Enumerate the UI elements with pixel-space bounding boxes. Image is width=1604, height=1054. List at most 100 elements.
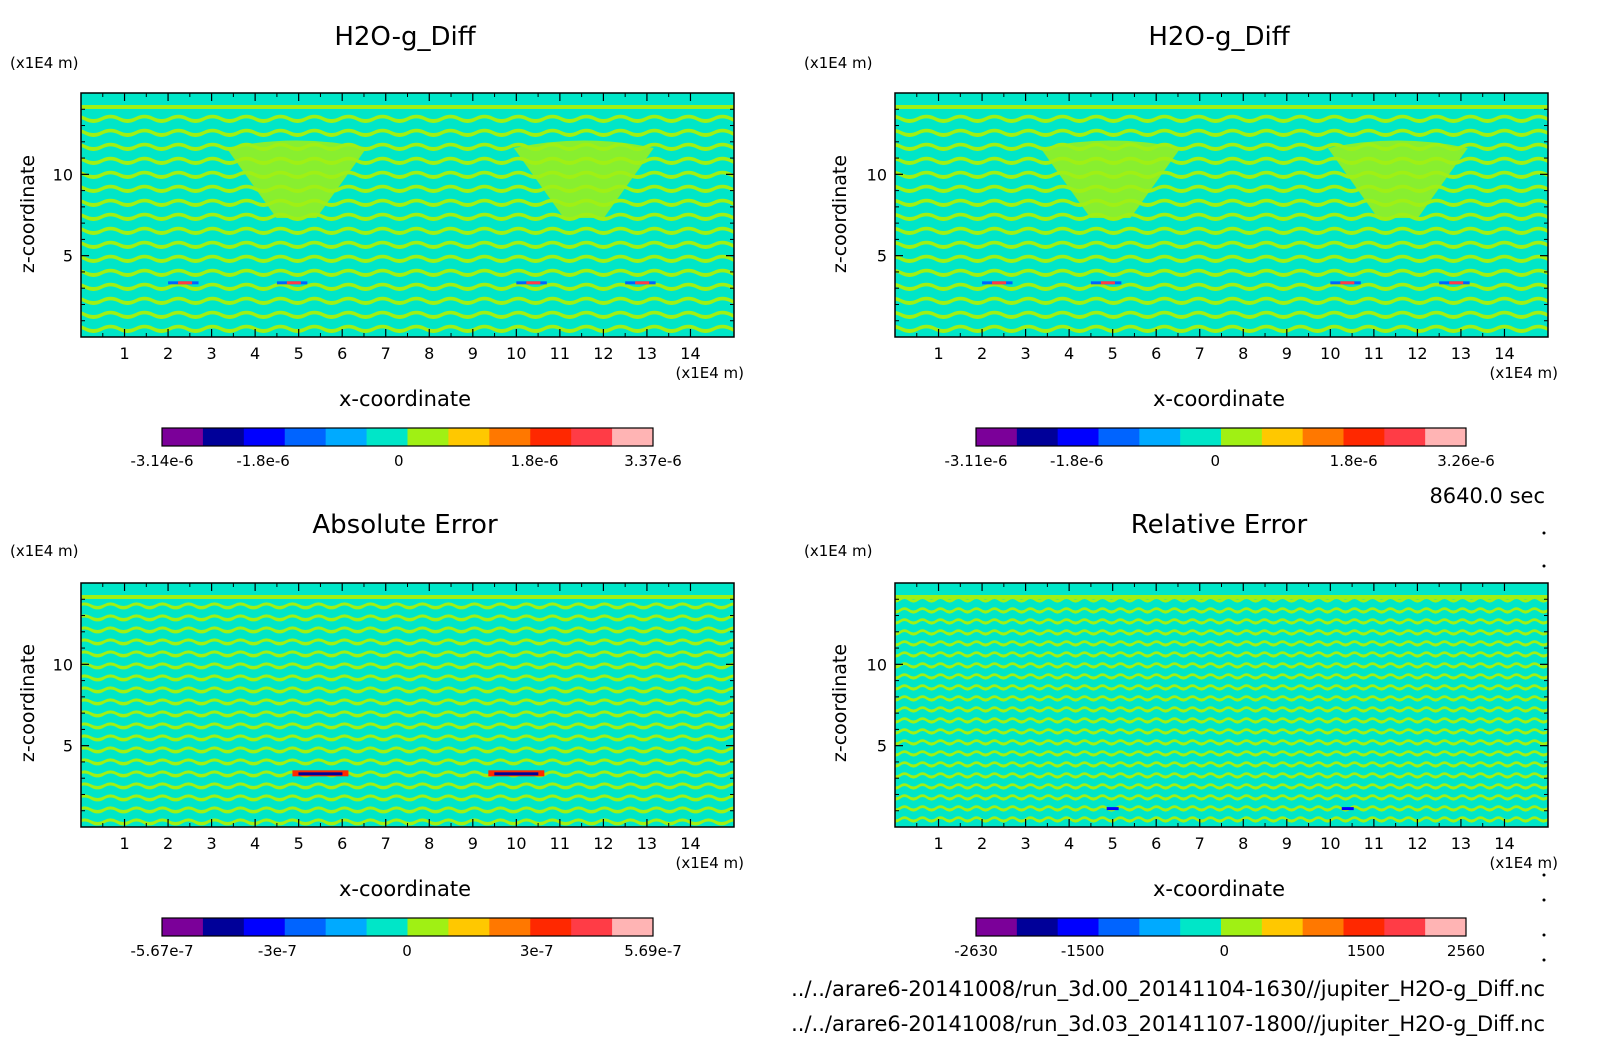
colorbar-swatch [571,918,613,936]
colorbar-swatch [1221,428,1263,446]
x-ticks: 1 2 3 4 5 6 7 8 9 10 11 12 13 14 [916,583,1515,853]
x-tick-label: 5 [1108,834,1118,853]
heatmap-field [81,93,734,337]
heatmap-extreme-streak [1100,281,1115,285]
colorbar-swatch [1221,918,1263,936]
x-tick-label: 12 [1407,344,1427,363]
heatmap-top-band [895,595,1548,599]
heatmap-top-band [81,105,734,109]
y-tick-label: 5 [63,247,73,266]
colorbar-swatch [448,918,490,936]
file-path-2: ../../arare6-20141008/run_3d.03_20141107… [791,1012,1545,1037]
colorbar-swatch [1098,918,1140,936]
colorbar-tick-label: 1500 [1347,942,1385,960]
colorbar-swatch [1057,918,1099,936]
y-tick-label: 5 [63,737,73,756]
x-unit-label: (x1E4 m) [1489,854,1558,872]
y-unit-label: (x1E4 m) [804,54,873,72]
x-tick-label: 13 [1451,834,1471,853]
x-tick-label: 9 [1282,834,1292,853]
colorbar-swatch [202,918,245,936]
heatmap-extreme-streak [286,281,301,285]
heatmap-plume [226,140,367,218]
x-tick-label: 10 [1320,834,1340,853]
colorbar-swatch [325,428,368,446]
colorbar [975,917,1467,937]
x-tick-label: 2 [977,834,987,853]
colorbar-tick-label: 3e-7 [520,942,554,960]
colorbar-tick-label: -3e-7 [258,942,297,960]
heatmap [894,92,1549,338]
x-tick-label: 6 [337,834,347,853]
heatmap [894,582,1549,828]
x-tick-label: 2 [163,834,173,853]
y-unit-label: (x1E4 m) [804,542,873,560]
colorbar-swatch [976,918,1018,936]
x-tick-label: 6 [1151,344,1161,363]
y-unit-label: (x1E4 m) [10,542,79,560]
x-tick-label: 5 [294,834,304,853]
edge-dot [1542,564,1546,568]
colorbar-frame [161,917,654,937]
x-tick-label: 3 [207,834,217,853]
heatmap-top-band [81,583,734,595]
file-path-1: ../../arare6-20141008/run_3d.00_20141104… [791,977,1545,1002]
heatmap-plume [1327,140,1468,218]
heatmap-top-band [895,583,1548,595]
colorbar-swatch [1139,428,1181,446]
heatmap-extreme-streak [178,281,193,285]
colorbar-swatch [366,428,408,446]
colorbar-frame [975,917,1467,937]
heatmap [80,92,735,338]
colorbar-tick-label: 0 [1210,452,1220,470]
heatmap-plume [513,140,654,218]
x-tick-label: 4 [250,834,260,853]
heatmap-field [81,583,734,827]
heatmap-top-band [81,595,734,599]
colorbar-tick-label: 0 [394,452,404,470]
colorbar-swatch [1016,918,1059,936]
edge-dot [1542,933,1546,937]
x-tick-label: 1 [933,344,943,363]
colorbar-labels: -3.11e-6 -1.8e-6 0 1.8e-6 3.26e-6 [945,452,1495,470]
heatmap-field [895,93,1548,337]
y-axis-label: z-coordinate [17,155,39,273]
colorbar-swatch [612,918,654,936]
colorbar-swatch [1180,918,1222,936]
x-tick-label: 14 [1494,834,1514,853]
colorbar-swatch [489,428,531,446]
colorbar-swatch [1261,918,1304,936]
heatmap-extreme-streak [1449,281,1464,285]
x-tick-label: 4 [1064,834,1074,853]
colorbar-tick-label: -1.8e-6 [236,452,289,470]
x-tick-label: 1 [119,834,129,853]
y-tick-label: 5 [877,247,887,266]
colorbar-swatch [1302,918,1344,936]
x-tick-label: 12 [593,834,613,853]
colorbar-swatch [571,428,613,446]
y-tick-label: 10 [867,655,887,674]
x-ticks: 1 2 3 4 5 6 7 8 9 10 11 12 13 14 [916,93,1515,363]
colorbar-swatch [1343,428,1385,446]
x-tick-label: 1 [119,344,129,363]
y-ticks: 5 10 [867,108,1548,322]
x-tick-label: 3 [1021,834,1031,853]
x-tick-label: 7 [1195,834,1205,853]
colorbar-swatch [284,428,327,446]
heatmap-top-band [81,93,734,105]
colorbar-swatch [162,918,204,936]
panel-title: Relative Error [1131,510,1308,540]
x-tick-label: 14 [1494,344,1514,363]
y-tick-label: 10 [867,165,887,184]
x-tick-label: 7 [381,344,391,363]
y-tick-label: 10 [53,655,73,674]
x-tick-label: 14 [680,834,700,853]
colorbar-swatch [284,918,327,936]
colorbar-labels: -3.14e-6 -1.8e-6 0 1.8e-6 3.37e-6 [131,452,682,470]
edge-dot [1542,873,1546,877]
